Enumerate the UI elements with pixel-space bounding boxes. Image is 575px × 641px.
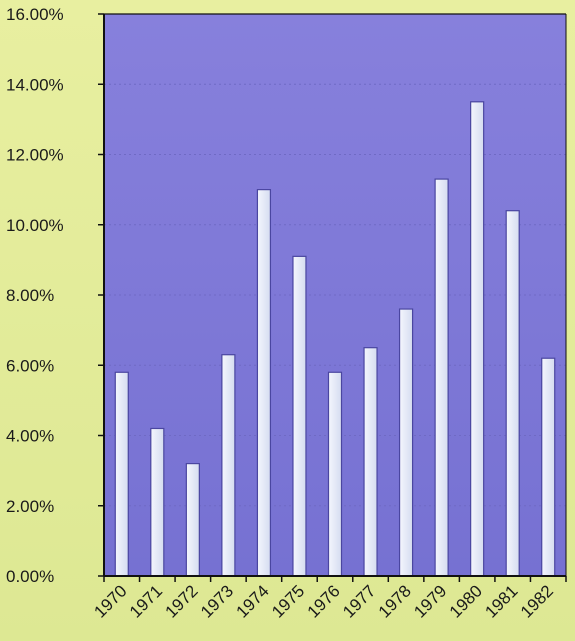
x-tick-label: 1971 <box>126 581 166 621</box>
x-tick-label: 1980 <box>446 581 486 621</box>
bar-1971 <box>150 427 165 577</box>
x-tick-label: 1973 <box>197 581 237 621</box>
x-tick-label: 1972 <box>161 581 201 621</box>
bar-1979 <box>434 178 449 577</box>
x-tick-label: 1975 <box>268 581 308 621</box>
y-tick-label: 2.00% <box>6 497 54 516</box>
x-tick-labels: 1970197119721973197419751976197719781979… <box>90 581 557 621</box>
axes <box>98 13 567 582</box>
bar-1975 <box>292 255 307 577</box>
bar-1977 <box>363 347 378 577</box>
x-tick-label: 1976 <box>304 581 344 621</box>
x-tick-label: 1978 <box>375 581 415 621</box>
x-tick-label: 1977 <box>339 581 379 621</box>
x-tick-label: 1974 <box>233 581 273 621</box>
bar-1973 <box>221 354 236 577</box>
bar-1976 <box>327 371 343 577</box>
y-tick-label: 14.00% <box>6 75 64 94</box>
bar-1981 <box>505 210 520 577</box>
bar-1974 <box>256 189 272 577</box>
y-tick-label: 0.00% <box>6 567 54 586</box>
bar-1978 <box>398 308 414 577</box>
y-tick-label: 12.00% <box>6 146 64 165</box>
bar-1970 <box>114 371 129 577</box>
bar-1972 <box>185 463 200 577</box>
x-tick-label: 1981 <box>481 581 521 621</box>
x-tick-label: 1979 <box>410 581 450 621</box>
bar-1982 <box>541 357 556 577</box>
y-tick-label: 6.00% <box>6 356 54 375</box>
y-tick-labels: 0.00% 2.00% 4.00% 6.00% 8.00% 10.00% 12.00% 14.… <box>6 5 64 586</box>
bar-1980 <box>470 101 485 577</box>
y-tick-label: 4.00% <box>6 427 54 446</box>
bars <box>114 101 556 577</box>
y-tick-label: 8.00% <box>6 286 54 305</box>
y-tick-label: 10.00% <box>6 216 64 235</box>
x-tick-label: 1970 <box>90 581 130 621</box>
y-tick-label: 16.00% <box>6 5 64 24</box>
x-tick-label: 1982 <box>517 581 557 621</box>
